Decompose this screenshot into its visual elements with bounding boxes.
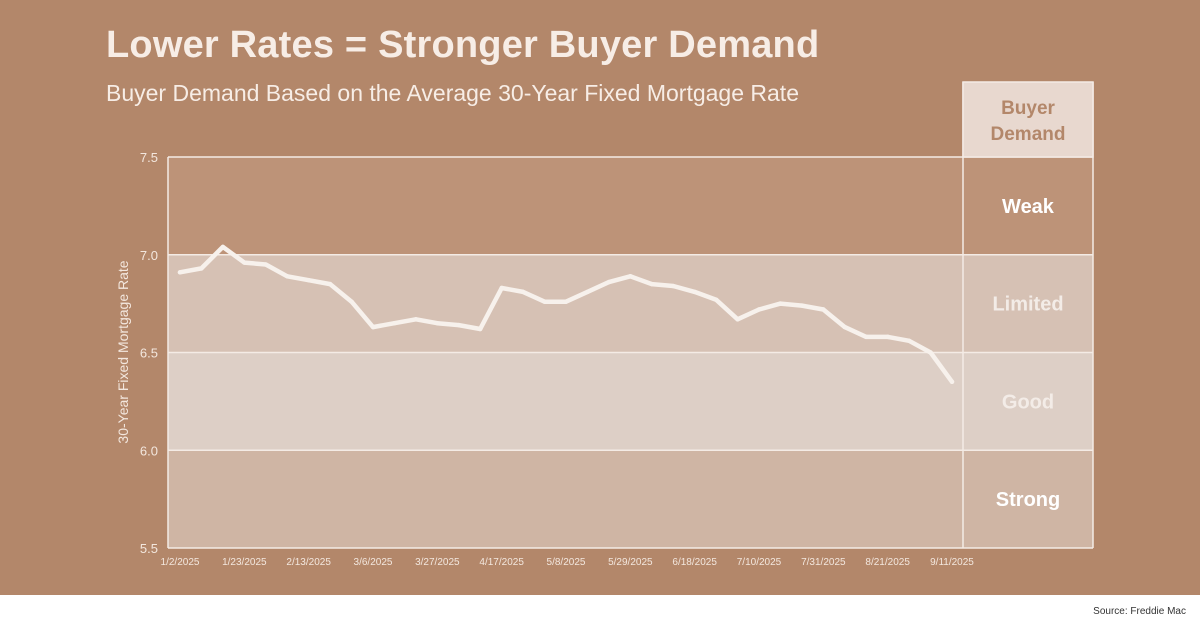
data-point bbox=[542, 299, 547, 304]
data-point bbox=[327, 281, 333, 287]
data-point bbox=[585, 289, 590, 295]
y-axis-ticks: 5.5 6.0 6.5 7.0 7.5 bbox=[140, 150, 158, 556]
data-point bbox=[263, 262, 268, 267]
data-point bbox=[349, 299, 354, 304]
band-strong bbox=[168, 450, 1093, 548]
data-point bbox=[799, 303, 805, 308]
x-tick-label: 5/29/2025 bbox=[608, 557, 653, 568]
chart-subtitle: Buyer Demand Based on the Average 30-Yea… bbox=[106, 80, 799, 106]
y-tick-label: 7.5 bbox=[140, 150, 158, 165]
data-point bbox=[756, 307, 762, 312]
chart-title: Lower Rates = Stronger Buyer Demand bbox=[106, 24, 820, 66]
x-tick-label: 1/2/2025 bbox=[161, 557, 200, 568]
x-tick-label: 6/18/2025 bbox=[672, 557, 717, 568]
data-point bbox=[413, 317, 419, 322]
data-point bbox=[392, 320, 397, 326]
data-point bbox=[563, 299, 569, 304]
y-axis-label: 30-Year Fixed Mortgage Rate bbox=[115, 260, 131, 443]
data-point bbox=[885, 334, 890, 340]
data-point bbox=[285, 274, 290, 279]
data-point bbox=[456, 322, 461, 328]
data-point bbox=[370, 324, 376, 330]
y-tick-label: 7.0 bbox=[140, 248, 158, 263]
band-label-weak: Weak bbox=[1002, 196, 1055, 218]
x-tick-label: 2/13/2025 bbox=[286, 557, 331, 568]
data-point bbox=[478, 326, 483, 332]
data-point bbox=[821, 307, 826, 312]
data-point bbox=[628, 274, 633, 279]
x-tick-label: 3/27/2025 bbox=[415, 557, 460, 568]
y-tick-label: 6.5 bbox=[140, 346, 158, 361]
x-tick-label: 4/17/2025 bbox=[479, 557, 524, 568]
y-tick-label: 6.0 bbox=[140, 443, 158, 458]
x-tick-label: 8/21/2025 bbox=[865, 557, 910, 568]
x-tick-label: 1/23/2025 bbox=[222, 557, 267, 568]
demand-legend: Buyer Demand Weak Limited Good Strong bbox=[962, 81, 1094, 511]
data-point bbox=[735, 317, 740, 322]
data-point bbox=[949, 379, 955, 385]
data-point bbox=[671, 283, 676, 289]
series-group bbox=[177, 244, 955, 385]
data-point bbox=[778, 301, 783, 306]
data-point bbox=[306, 277, 311, 283]
band-label-good: Good bbox=[1002, 391, 1054, 413]
x-tick-label: 9/11/2025 bbox=[930, 557, 974, 568]
band-limited bbox=[168, 254, 1093, 353]
data-point bbox=[906, 338, 912, 343]
data-point bbox=[242, 260, 247, 265]
y-tick-label: 5.5 bbox=[140, 541, 158, 556]
demand-bands bbox=[168, 157, 1093, 548]
legend-header-line-1: Demand bbox=[991, 124, 1066, 145]
legend-header-box bbox=[962, 81, 1094, 158]
data-point bbox=[649, 281, 654, 287]
source-note: Source: Freddie Mac bbox=[1093, 606, 1186, 617]
data-point bbox=[520, 289, 526, 295]
data-point bbox=[713, 297, 719, 302]
data-point bbox=[199, 266, 204, 271]
data-point bbox=[928, 350, 933, 355]
data-point bbox=[842, 324, 847, 330]
x-tick-label: 5/8/2025 bbox=[547, 557, 586, 568]
x-tick-label: 7/10/2025 bbox=[737, 557, 782, 568]
data-point bbox=[435, 320, 440, 326]
band-label-limited: Limited bbox=[992, 294, 1063, 316]
legend-header-line-0: Buyer bbox=[1001, 98, 1055, 119]
data-point bbox=[692, 289, 697, 295]
data-point bbox=[606, 279, 612, 285]
band-weak bbox=[168, 157, 1093, 255]
gridlines bbox=[167, 82, 1094, 549]
data-point bbox=[864, 334, 869, 340]
x-axis-ticks: 1/2/2025 1/23/2025 2/13/2025 3/6/2025 3/27/2… bbox=[161, 557, 975, 568]
data-point bbox=[499, 285, 504, 291]
data-point bbox=[177, 270, 183, 275]
mortgage-rate-chart: Buyer Demand Weak Limited Good Strong 5.5 6.0 6… bbox=[115, 81, 1094, 568]
data-point bbox=[220, 244, 226, 250]
band-label-strong: Strong bbox=[996, 489, 1060, 511]
x-tick-label: 3/6/2025 bbox=[354, 557, 393, 568]
band-good bbox=[168, 352, 1093, 451]
x-tick-label: 7/31/2025 bbox=[801, 557, 846, 568]
